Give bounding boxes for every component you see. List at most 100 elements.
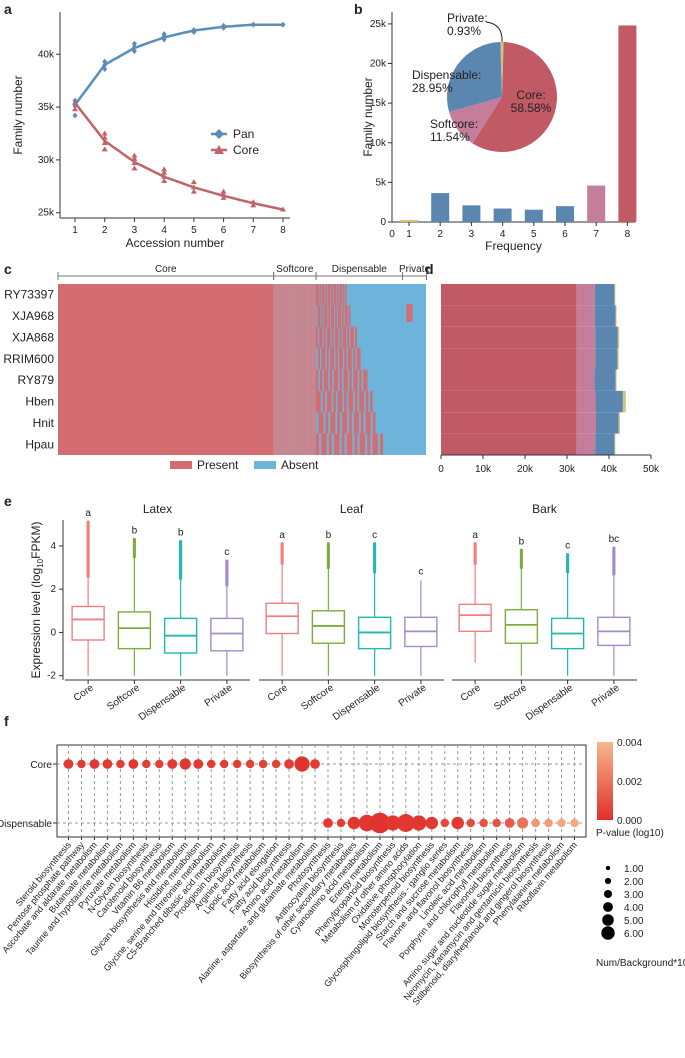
- heatmap-softcore-column: [299, 284, 301, 455]
- x-tick-label: 2: [437, 229, 443, 240]
- pan-point: [191, 26, 197, 33]
- significance-letter: b: [178, 528, 184, 539]
- heatmap-present-cell: [344, 326, 347, 349]
- heatmap-present-cell: [326, 348, 329, 370]
- heatmap-present-cell: [372, 433, 376, 455]
- y-axis-label: Expression level (log10FPKM): [29, 522, 45, 679]
- heatmap-softcore-column: [287, 284, 289, 455]
- heatmap-present-cell: [365, 369, 368, 391]
- x-tick-label: 5: [191, 225, 197, 236]
- heatmap-softcore-column: [298, 284, 300, 455]
- color-scale-tick: 0.004: [617, 738, 642, 749]
- enrichment-dot: [440, 818, 449, 828]
- stack-segment-core: [441, 369, 577, 391]
- pie-label-core: Core:: [516, 88, 545, 102]
- heatmap-present-cell: [345, 284, 347, 306]
- core-point: [250, 202, 257, 208]
- heatmap-present-cell: [374, 433, 378, 455]
- pan-point: [131, 40, 137, 47]
- pie-value-softcore: 11.54%: [430, 130, 470, 144]
- heatmap-present-cell: [365, 412, 369, 434]
- x-tick-label: 50k: [643, 464, 660, 475]
- stack-segment-private: [614, 433, 616, 455]
- heatmap-present-cell: [335, 348, 338, 370]
- stack-segment-dispensable: [595, 412, 619, 434]
- stack-segment-core: [441, 390, 577, 413]
- enrichment-dot: [77, 759, 86, 769]
- pie-value-dispensable: 28.95%: [412, 81, 453, 95]
- pie-label-softcore: Softcore:: [430, 117, 478, 131]
- significance-letter: a: [472, 530, 478, 541]
- heatmap-present-cell: [319, 369, 323, 391]
- stack-segment-private: [614, 284, 616, 306]
- y-tick-label: 40k: [38, 49, 55, 60]
- legend-label-absent: Absent: [281, 458, 319, 472]
- heatmap-softcore-column: [305, 284, 307, 455]
- stack-segment-softcore: [576, 284, 595, 306]
- pan-point: [102, 66, 108, 73]
- enrichment-dot: [63, 759, 74, 769]
- heatmap-softcore-column: [301, 284, 303, 455]
- core-point: [220, 194, 227, 200]
- heatmap-softcore-column: [284, 284, 286, 455]
- panel-d-stacked-bars: 0 10k 20k 30k 40k 50k: [438, 284, 660, 475]
- heatmap-present-cell: [340, 284, 343, 306]
- heatmap-present-cell: [354, 390, 358, 413]
- row-label: RY73397: [4, 288, 54, 302]
- heatmap-present-cell: [345, 369, 348, 391]
- heatmap-present-cell: [348, 305, 351, 327]
- row-label: RRIM600: [3, 352, 54, 366]
- heatmap-softcore-column: [292, 284, 294, 455]
- heatmap-present-cell: [325, 369, 329, 391]
- heatmap-present-cell: [325, 284, 327, 306]
- pie-slice-private: [500, 41, 504, 97]
- pie-label-dispensable: Dispensable:: [412, 68, 481, 82]
- heatmap-present-cell: [380, 433, 384, 455]
- heatmap-present-cell: [342, 284, 345, 306]
- heatmap-softcore-column: [309, 284, 311, 455]
- heatmap-softcore-column: [302, 284, 304, 455]
- heatmap-softcore-column: [308, 284, 310, 455]
- panel-label-f: f: [4, 713, 9, 729]
- heatmap-softcore-column: [274, 284, 276, 455]
- heatmap-present-cell: [356, 412, 359, 434]
- heatmap-present-cell: [351, 326, 354, 349]
- heatmap-softcore-column: [304, 284, 306, 455]
- heatmap-present-cell: [354, 433, 358, 455]
- heatmap-present-cell: [317, 305, 320, 327]
- heatmap-present-cell: [336, 326, 339, 349]
- enrichment-dot: [206, 759, 216, 769]
- pan-point: [161, 36, 167, 43]
- enrichment-dot: [385, 815, 401, 831]
- group-label-softcore: Softcore: [276, 264, 314, 275]
- heatmap-present-cell: [339, 305, 341, 327]
- enrichment-dot: [284, 759, 294, 769]
- enrichment-dot: [531, 818, 540, 828]
- y-tick-label: 25k: [370, 19, 387, 30]
- x-tick-label: Private: [397, 682, 429, 709]
- heatmap-present-cell: [316, 326, 319, 349]
- heatmap-present-cell: [341, 305, 344, 327]
- color-scale-title: P-value (log10): [596, 828, 664, 839]
- heatmap-present-cell: [344, 305, 347, 327]
- enrichment-dot: [570, 818, 579, 828]
- x-tick-label: 40k: [601, 464, 618, 475]
- pan-point: [161, 31, 167, 38]
- x-tick-label: Dispensable: [331, 682, 383, 723]
- heatmap-present-cell: [316, 369, 319, 391]
- heatmap-present-cell: [334, 284, 337, 306]
- panel-e-expression-boxplots: -2 0 2 4 Expression level (log10FPKM) Latex a C…: [29, 502, 637, 723]
- panel-label-c: c: [4, 261, 12, 277]
- heatmap-present-cell: [323, 284, 325, 306]
- heatmap-present-cell: [330, 348, 333, 370]
- heatmap-present-cell: [335, 305, 337, 327]
- outlier-point: [473, 542, 477, 546]
- stack-segment-core: [441, 433, 577, 455]
- heatmap-softcore-column: [282, 284, 284, 455]
- x-tick-label: Private: [590, 682, 622, 709]
- heatmap-present-cell: [346, 433, 350, 455]
- y-tick-label: -2: [47, 671, 56, 682]
- color-scale-bar: [597, 742, 613, 820]
- bar-frequency-2: [431, 193, 450, 222]
